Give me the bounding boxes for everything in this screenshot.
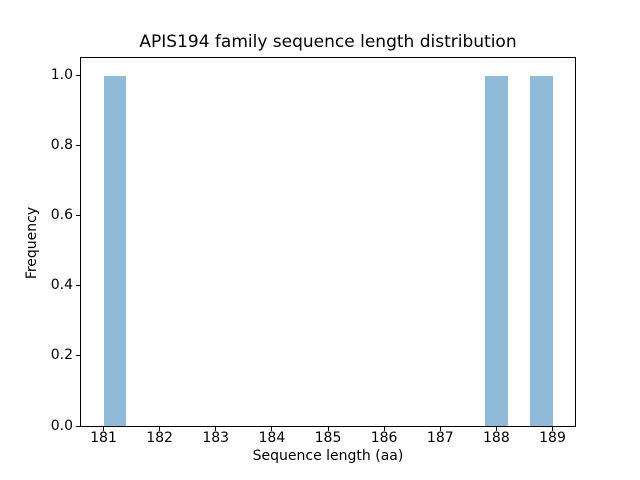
y-tick-label: 0.6: [50, 207, 73, 224]
x-tick-label: 185: [314, 430, 342, 446]
histogram-bar: [103, 75, 126, 426]
y-tick: [76, 145, 80, 147]
y-tick: [76, 355, 80, 357]
y-tick-label: 1.0: [50, 67, 73, 83]
chart-title: APIS194 family sequence length distribut…: [139, 32, 517, 52]
x-tick-label: 189: [539, 430, 566, 446]
x-tick-label: 183: [202, 430, 230, 446]
x-tick-label: 184: [258, 430, 286, 446]
x-tick: [439, 427, 441, 431]
x-tick: [271, 427, 273, 431]
x-tick: [103, 427, 104, 431]
y-tick: [76, 215, 80, 217]
x-tick: [383, 427, 385, 431]
x-tick-label: 188: [483, 430, 510, 446]
y-tick: [76, 425, 80, 427]
histogram-bar: [530, 75, 553, 426]
x-tick-label: 181: [90, 430, 117, 446]
y-tick: [76, 285, 80, 287]
y-tick-label: 0.4: [50, 277, 73, 294]
x-tick: [327, 427, 329, 431]
x-tick: [552, 427, 553, 431]
x-tick-label: 186: [370, 430, 398, 446]
x-tick: [495, 427, 497, 431]
plot-area: [80, 57, 576, 427]
x-axis-label: Sequence length (aa): [252, 448, 404, 464]
x-tick-label: 187: [426, 430, 454, 446]
x-tick-label: 182: [146, 430, 173, 446]
y-tick-label: 0.0: [50, 417, 73, 434]
x-tick: [159, 427, 161, 431]
x-tick: [215, 427, 217, 431]
y-tick-label: 0.8: [50, 137, 73, 154]
histogram-bar: [485, 75, 508, 426]
y-tick: [76, 75, 80, 76]
y-tick-label: 0.2: [50, 347, 73, 364]
